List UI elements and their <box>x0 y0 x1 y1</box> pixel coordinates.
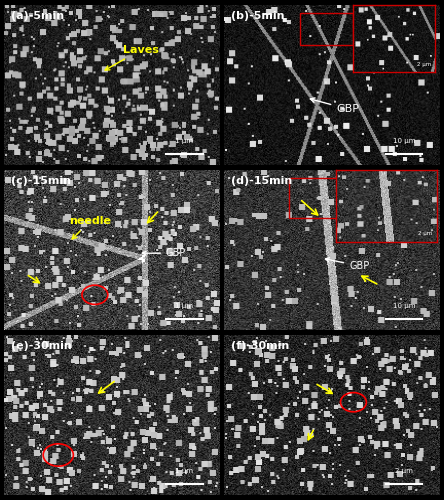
Bar <box>289 178 353 218</box>
Text: (f)-30min: (f)-30min <box>231 342 289 351</box>
Text: 2 μm: 2 μm <box>395 468 413 474</box>
Text: 1 μm: 1 μm <box>175 468 193 474</box>
Text: 2 μm: 2 μm <box>418 231 432 236</box>
Text: 10 μm: 10 μm <box>393 303 415 309</box>
Text: 1 μm: 1 μm <box>175 138 193 144</box>
Text: (d)-15min: (d)-15min <box>231 176 292 186</box>
Text: GBP: GBP <box>310 98 359 114</box>
Text: (c)-15min: (c)-15min <box>11 176 71 186</box>
Text: needle: needle <box>69 216 111 239</box>
Text: 1 μm: 1 μm <box>175 303 193 309</box>
Text: 2 μm: 2 μm <box>417 62 431 67</box>
Text: GBP: GBP <box>142 248 186 258</box>
Text: Laves: Laves <box>105 45 159 70</box>
Text: (e)-30min: (e)-30min <box>11 342 71 351</box>
Text: 10 μm: 10 μm <box>393 138 415 144</box>
Text: (a)-5min: (a)-5min <box>11 12 64 22</box>
Text: GBP: GBP <box>325 258 369 271</box>
Bar <box>300 13 353 45</box>
Text: (b)-5min: (b)-5min <box>231 12 284 22</box>
